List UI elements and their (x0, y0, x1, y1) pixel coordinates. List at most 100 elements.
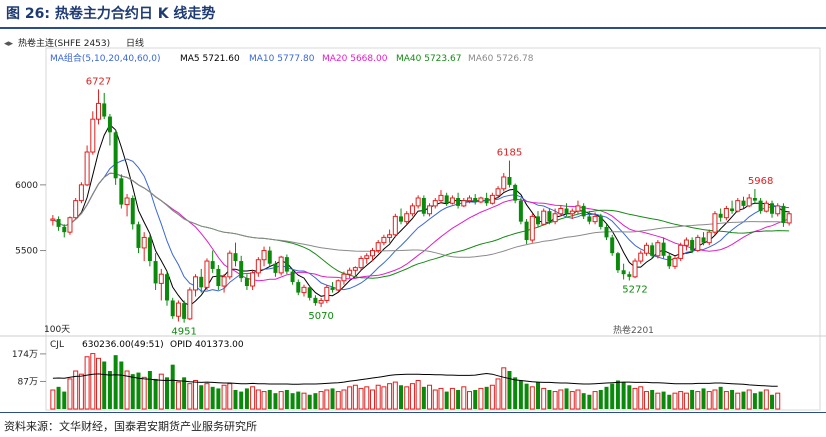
volume-bar (763, 389, 769, 410)
volume-bar (267, 390, 272, 409)
candle-body (650, 245, 655, 256)
volume-bar (124, 370, 130, 410)
candle (141, 232, 147, 262)
candle-body (558, 208, 564, 215)
candle (558, 205, 564, 217)
candle (444, 192, 449, 206)
candle-body (427, 205, 433, 215)
candle-body (210, 261, 215, 269)
candle-body (50, 218, 56, 221)
candle-body (221, 276, 227, 287)
candle (255, 257, 261, 277)
candle-body (62, 226, 67, 233)
candle (387, 229, 393, 243)
candle-body (290, 271, 295, 283)
candle-body (141, 236, 147, 249)
candle (758, 198, 763, 214)
candle (399, 208, 404, 225)
volume-bar (335, 391, 341, 410)
candle (735, 198, 741, 213)
ma-group-label: MA组合(5,10,20,40,60,0) (50, 52, 161, 64)
candle-body (752, 198, 757, 201)
candle (307, 286, 312, 301)
volume-bar (107, 371, 112, 409)
volume-bar (56, 386, 61, 409)
candle (621, 263, 626, 280)
volume-bar (250, 386, 256, 410)
volume-bar (478, 387, 484, 410)
candle-body (153, 261, 158, 284)
candle (643, 242, 649, 256)
volume-bar (627, 385, 632, 409)
ma60-line (52, 172, 790, 258)
volume-legend-cjl: 630236.00(49:51) (82, 340, 164, 350)
volume-bar (273, 393, 278, 409)
candle (119, 174, 124, 209)
candle (284, 254, 289, 275)
candle (204, 258, 210, 290)
candle-body (632, 260, 638, 278)
candle-body (239, 261, 244, 279)
volume-bar (341, 389, 347, 410)
candle (392, 213, 398, 238)
volume-bar (529, 386, 535, 410)
candle-body (307, 287, 312, 298)
candle-body (119, 178, 124, 205)
candle (524, 219, 529, 244)
volume-bar (204, 383, 210, 410)
candle (770, 200, 775, 218)
candle (489, 192, 495, 205)
candle-body (147, 237, 152, 262)
volume-bar (587, 394, 592, 409)
candle-body (786, 213, 792, 224)
chart-header-icon: ◂▸ (4, 39, 14, 49)
volume-bar (655, 392, 661, 410)
candle (564, 203, 569, 217)
volume-bar (158, 373, 164, 410)
volume-bar (632, 387, 638, 410)
candle (598, 213, 603, 230)
candle (324, 284, 330, 304)
volume-bar (141, 376, 147, 410)
price-annotation: 6185 (497, 148, 522, 159)
candle-body (501, 176, 507, 190)
candle (706, 229, 712, 246)
volume-bar (381, 386, 387, 410)
candle-body (541, 210, 547, 225)
volume-bar (199, 385, 204, 409)
volume-bar (284, 390, 289, 409)
candle-body (284, 257, 289, 272)
candle (318, 297, 324, 308)
volume-bar (330, 388, 335, 409)
candle (741, 196, 746, 209)
candle-body (130, 198, 135, 225)
volume-bar (678, 391, 684, 410)
candle-body (655, 242, 661, 257)
volume-bar (683, 392, 689, 410)
volume-bar (187, 383, 193, 410)
volume-bar (558, 389, 564, 410)
candle-body (432, 200, 438, 207)
volume-bar (364, 386, 370, 410)
candle-body (335, 280, 341, 291)
candle (313, 295, 318, 306)
candle-body (369, 250, 375, 257)
ma10-line (52, 158, 790, 292)
volume-bar (216, 388, 221, 409)
candle (786, 211, 792, 226)
candle-body (741, 200, 746, 206)
volume-bar (307, 394, 312, 409)
volume-bar (564, 388, 569, 409)
volume-bar (730, 390, 735, 409)
candle-body (187, 289, 193, 320)
candle (484, 192, 489, 206)
volume-bar (438, 387, 444, 410)
candle-body (781, 205, 786, 223)
period-label[interactable]: 日线 (126, 37, 144, 49)
volume-bar (770, 394, 775, 409)
volume-bar (598, 390, 603, 409)
volume-bar (352, 384, 358, 410)
volume-tick-label: 174万 (12, 350, 38, 360)
volume-bar (518, 380, 523, 409)
volume-bar (182, 377, 187, 409)
